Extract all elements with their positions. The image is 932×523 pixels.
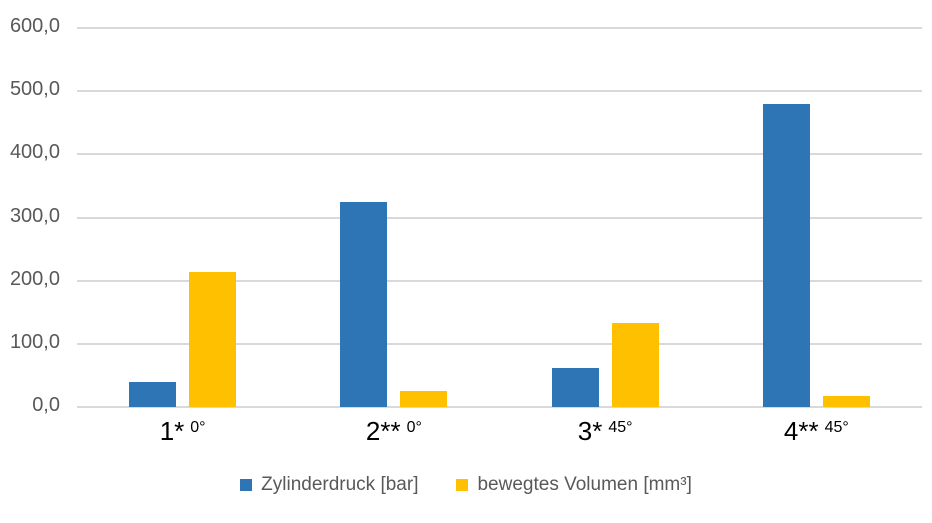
- category-label-degree: 0°: [190, 419, 206, 436]
- category-label-degree: 45°: [608, 419, 633, 436]
- legend-swatch-icon: [456, 479, 469, 491]
- bar-series2-group2: [400, 391, 448, 407]
- gridline: [77, 342, 922, 345]
- category-label-main: 2**: [365, 416, 401, 446]
- legend-label: bewegtes Volumen [mm³]: [477, 474, 692, 495]
- gridline: [77, 216, 922, 219]
- y-axis-tick-label: 500,0: [9, 78, 60, 101]
- legend-item-series2: bewegtes Volumen [mm³]: [456, 474, 692, 496]
- bar-series2-group1: [189, 272, 237, 407]
- gridline: [77, 153, 922, 156]
- category-label-main: 4**: [783, 416, 819, 446]
- legend-swatch-icon: [240, 479, 253, 491]
- gridline: [77, 279, 922, 282]
- gridline: [77, 406, 922, 408]
- category-label-main: 1*: [159, 416, 185, 446]
- y-axis-tick-label: 400,0: [9, 141, 60, 164]
- y-axis-tick-label: 0,0: [32, 394, 60, 416]
- category-label: 3* 45°: [520, 416, 690, 447]
- legend-item-series1: Zylinderdruck [bar]: [240, 474, 418, 496]
- gridline: [77, 27, 922, 29]
- legend-label: Zylinderdruck [bar]: [261, 474, 419, 495]
- bar-series1-group1: [129, 382, 177, 407]
- gridline: [77, 90, 922, 93]
- bar-series1-group4: [762, 104, 810, 407]
- y-axis-tick-label: 200,0: [9, 267, 60, 290]
- bar-series2-group3: [611, 323, 659, 407]
- category-label: 1* 0°: [98, 416, 268, 447]
- category-label-degree: 0°: [406, 419, 422, 436]
- y-axis-tick-label: 100,0: [9, 330, 60, 353]
- bar-series2-group4: [822, 396, 870, 407]
- category-label-main: 3*: [577, 416, 603, 446]
- category-label-degree: 45°: [824, 419, 849, 436]
- category-label: 4** 45°: [731, 416, 901, 447]
- bar-series1-group3: [551, 368, 599, 407]
- category-label: 2** 0°: [309, 416, 479, 447]
- y-axis-tick-label: 300,0: [9, 204, 60, 227]
- legend: Zylinderdruck [bar] bewegtes Volumen [mm³…: [0, 472, 932, 498]
- y-axis-tick-label: 600,0: [9, 15, 60, 37]
- bar-series1-group2: [340, 202, 388, 407]
